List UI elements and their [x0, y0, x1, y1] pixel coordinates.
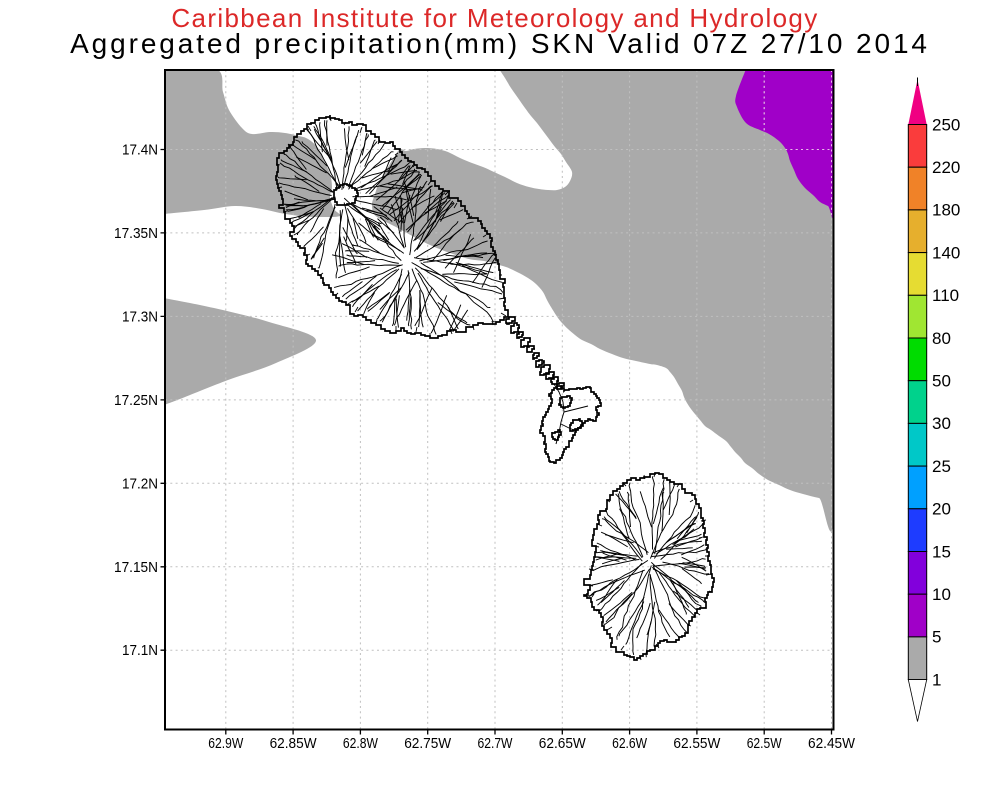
svg-text:15: 15	[932, 542, 951, 561]
svg-text:180: 180	[932, 201, 960, 220]
svg-text:220: 220	[932, 158, 960, 177]
svg-text:20: 20	[932, 500, 951, 519]
svg-text:62.9W: 62.9W	[208, 736, 243, 752]
svg-text:62.6W: 62.6W	[612, 736, 647, 752]
svg-text:17.25N: 17.25N	[114, 393, 158, 409]
svg-text:50: 50	[932, 372, 951, 391]
svg-text:10: 10	[932, 585, 951, 604]
svg-text:250: 250	[932, 115, 960, 134]
svg-text:62.7W: 62.7W	[478, 736, 513, 752]
svg-text:110: 110	[932, 286, 959, 305]
svg-text:62.45W: 62.45W	[808, 736, 855, 752]
svg-text:62.55W: 62.55W	[673, 736, 720, 752]
svg-text:17.15N: 17.15N	[114, 560, 158, 576]
svg-text:17.4N: 17.4N	[122, 143, 158, 159]
svg-text:17.1N: 17.1N	[122, 643, 158, 659]
svg-text:62.75W: 62.75W	[404, 736, 451, 752]
svg-text:1: 1	[932, 670, 941, 689]
svg-text:30: 30	[932, 414, 951, 433]
svg-text:80: 80	[932, 329, 951, 348]
svg-text:62.8W: 62.8W	[343, 736, 378, 752]
svg-text:25: 25	[932, 457, 951, 476]
svg-text:62.65W: 62.65W	[539, 736, 586, 752]
svg-text:140: 140	[932, 243, 960, 262]
svg-text:62.85W: 62.85W	[270, 736, 317, 752]
svg-text:17.3N: 17.3N	[122, 309, 158, 325]
svg-text:62.5W: 62.5W	[747, 736, 782, 752]
svg-text:5: 5	[932, 628, 941, 647]
svg-text:17.2N: 17.2N	[122, 476, 158, 492]
svg-text:17.35N: 17.35N	[114, 226, 158, 242]
